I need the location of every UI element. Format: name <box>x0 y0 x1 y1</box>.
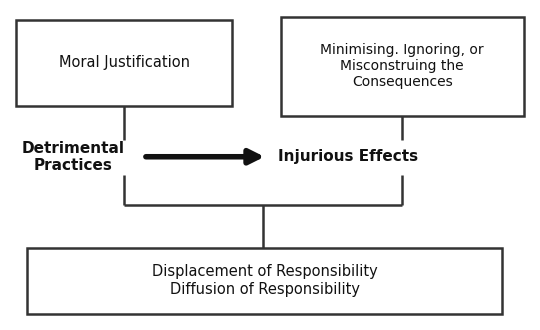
Text: Moral Justification: Moral Justification <box>59 55 190 70</box>
FancyBboxPatch shape <box>281 16 524 116</box>
FancyBboxPatch shape <box>27 248 502 314</box>
Text: Displacement of Responsibility
Diffusion of Responsibility: Displacement of Responsibility Diffusion… <box>152 264 377 297</box>
FancyBboxPatch shape <box>16 20 232 106</box>
Text: Minimising. Ignoring, or
Misconstruing the
Consequences: Minimising. Ignoring, or Misconstruing t… <box>320 43 484 89</box>
Text: Injurious Effects: Injurious Effects <box>278 149 418 164</box>
Text: Detrimental
Practices: Detrimental Practices <box>22 141 124 173</box>
